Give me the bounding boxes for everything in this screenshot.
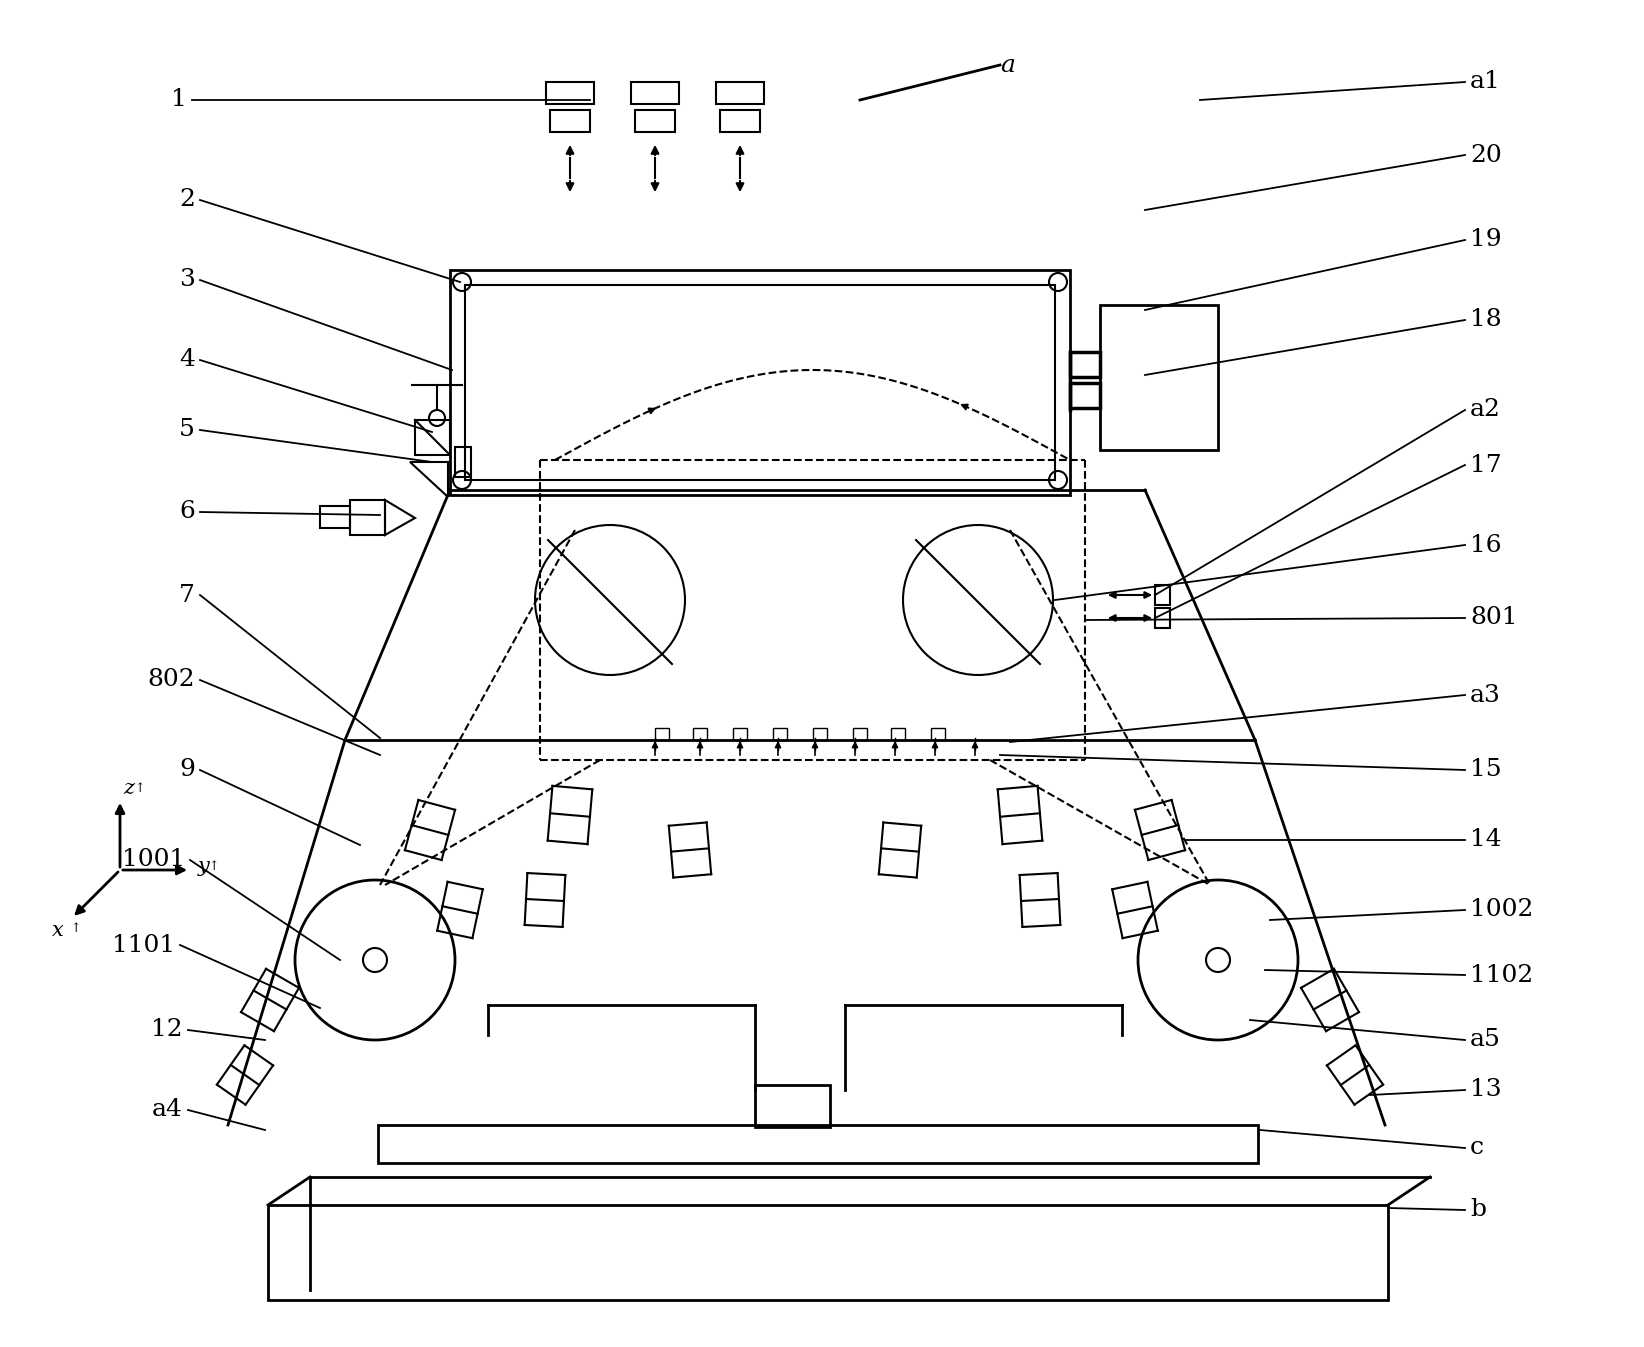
Bar xyxy=(931,727,945,740)
Text: 9: 9 xyxy=(179,758,196,781)
Text: ↑: ↑ xyxy=(209,861,219,873)
Text: c: c xyxy=(1470,1137,1485,1160)
Bar xyxy=(631,82,679,104)
Text: 1102: 1102 xyxy=(1470,963,1534,986)
Text: a2: a2 xyxy=(1470,399,1501,422)
Text: b: b xyxy=(1470,1199,1486,1222)
Text: 3: 3 xyxy=(179,268,196,291)
Text: 1001: 1001 xyxy=(122,849,186,872)
Text: 5: 5 xyxy=(179,419,196,442)
Text: 7: 7 xyxy=(179,583,196,606)
Text: 1002: 1002 xyxy=(1470,898,1534,921)
Bar xyxy=(378,1125,1258,1162)
Bar xyxy=(1070,383,1100,408)
Bar xyxy=(733,727,746,740)
Text: 15: 15 xyxy=(1470,758,1501,781)
Bar xyxy=(1156,607,1171,628)
Text: a5: a5 xyxy=(1470,1029,1501,1052)
Bar xyxy=(717,82,764,104)
Bar xyxy=(321,506,350,528)
Text: 16: 16 xyxy=(1470,533,1501,556)
Text: y: y xyxy=(197,858,210,877)
Text: 19: 19 xyxy=(1470,229,1501,252)
Text: x: x xyxy=(53,920,64,939)
Bar xyxy=(853,727,866,740)
Text: 20: 20 xyxy=(1470,144,1501,167)
Text: 1101: 1101 xyxy=(112,933,174,956)
Text: ↑: ↑ xyxy=(135,781,145,795)
Bar xyxy=(268,1206,1388,1300)
Bar xyxy=(635,110,676,132)
Bar xyxy=(1156,585,1171,605)
Bar xyxy=(654,727,669,740)
Bar xyxy=(465,286,1055,480)
Text: 802: 802 xyxy=(148,668,196,691)
Text: a: a xyxy=(1000,54,1014,77)
Text: ↑: ↑ xyxy=(71,921,81,935)
Bar xyxy=(455,447,470,477)
Text: 2: 2 xyxy=(179,189,196,211)
Text: a4: a4 xyxy=(153,1099,182,1122)
Bar xyxy=(755,1084,830,1127)
Bar xyxy=(891,727,904,740)
Bar xyxy=(773,727,787,740)
Text: 14: 14 xyxy=(1470,828,1501,851)
Text: 4: 4 xyxy=(179,349,196,372)
Text: 1: 1 xyxy=(171,89,187,112)
Text: 13: 13 xyxy=(1470,1079,1501,1102)
Bar xyxy=(1100,304,1218,450)
Bar xyxy=(551,110,590,132)
Bar xyxy=(546,82,593,104)
Text: z: z xyxy=(123,779,135,797)
Bar xyxy=(450,269,1070,494)
Bar xyxy=(814,727,827,740)
Text: a1: a1 xyxy=(1470,70,1501,93)
Text: 18: 18 xyxy=(1470,308,1501,331)
Text: 12: 12 xyxy=(151,1018,182,1041)
Text: a3: a3 xyxy=(1470,683,1501,706)
Bar xyxy=(1070,352,1100,377)
Text: 6: 6 xyxy=(179,501,196,524)
Text: 17: 17 xyxy=(1470,454,1501,477)
Text: 801: 801 xyxy=(1470,606,1517,629)
Bar xyxy=(694,727,707,740)
Bar xyxy=(720,110,760,132)
